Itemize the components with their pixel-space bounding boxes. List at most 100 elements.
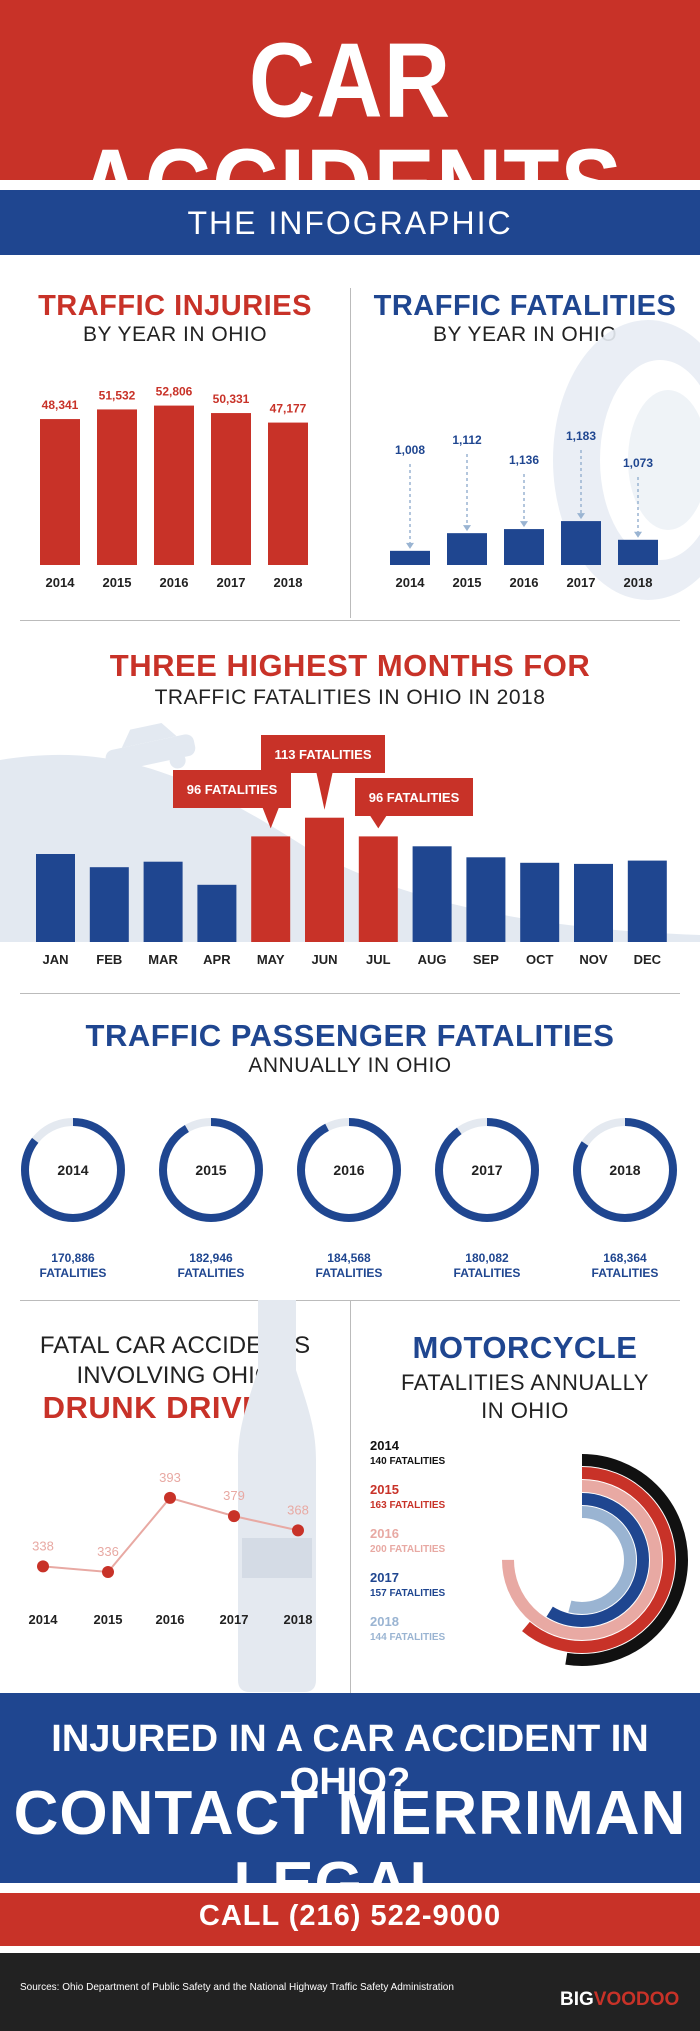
drunk-point [102,1566,114,1578]
fatalities-bar [618,539,658,565]
drunk-x-tick: 2017 [220,1612,249,1627]
passenger-ring [21,1118,125,1222]
months-bar [251,836,291,942]
months-x-tick: JUL [366,952,391,967]
drunk-point [228,1510,240,1523]
passenger-data-label: 180,082 [465,1251,509,1265]
fatalities-bar [504,529,544,565]
injuries-data-label: 50,331 [213,392,250,406]
passenger-title: TRAFFIC PASSENGER FATALITIES [85,1018,615,1053]
fatalities-data-label: 1,008 [395,443,425,457]
subtitle-band [0,190,700,255]
header-banner [0,0,700,180]
drunk-chart: 338 2014 336 2015 393 2016 379 2017 368 2018 [29,1300,316,1692]
moto-subtitle-2: IN OHIO [481,1398,569,1423]
fatalities-bar [561,521,601,565]
injuries-data-label: 48,341 [42,398,79,412]
injuries-bar [97,409,137,565]
fatalities-arrowhead [520,521,528,528]
passenger-ring-year: 2014 [57,1162,88,1178]
injuries-data-label: 47,177 [270,402,307,416]
injuries-title: TRAFFIC INJURIES [38,290,312,322]
passenger-data-label: 184,568 [327,1251,371,1265]
injuries-data-label: 51,532 [99,388,136,402]
fatalities-data-label: 1,112 [452,433,482,447]
injuries-bar [154,405,194,565]
moto-data-label: 163 FATALITIES [370,1500,446,1511]
drunk-data-label: 393 [159,1470,181,1485]
injuries-bar [268,422,308,565]
sources-band [0,1953,700,2031]
moto-chart: 2014 140 FATALITIES 2015 163 FATALITIES 2016… [370,1438,688,1666]
passenger-unit-label: FATALITIES [454,1266,521,1280]
months-x-tick: AUG [418,952,447,967]
injuries-subtitle: BY YEAR IN OHIO [82,323,268,346]
months-callout-pointer [262,808,279,829]
call-band [0,1893,700,1946]
sources-text: Sources: Ohio Department of Public Safet… [20,1982,454,1993]
months-x-tick: JUN [311,952,337,967]
call-text[interactable]: CALL (216) 522-9000 [198,1900,502,1932]
brand-logo: BIGVOODOO [560,1989,679,2011]
moto-radial-bar [489,1467,675,1653]
row1-divider [350,288,351,618]
moto-radial-bar [515,1493,649,1627]
fatalities-data-label: 1,073 [623,456,653,470]
drunk-point [164,1491,176,1504]
months-bar [36,854,75,942]
months-x-tick: OCT [526,952,554,967]
months-x-tick: MAY [257,952,285,967]
drunk-data-label: 338 [32,1538,54,1553]
passenger-unit-label: FATALITIES [316,1266,383,1280]
months-x-tick: FEB [96,952,122,967]
months-callout-label: 113 FATALITIES [274,747,371,762]
passenger-ring-year: 2015 [195,1162,226,1178]
fatalities-x-tick: 2017 [567,575,596,590]
months-callout-pointer [316,773,333,810]
brand-logo-part-a: BIG [560,1989,594,2010]
cta-question: INJURED IN A CAR ACCIDENT IN OHIO? [51,1718,649,1803]
fatalities-bar [447,533,487,565]
injuries-x-tick: 2015 [103,575,132,590]
moto-radial-bar [476,1454,688,1666]
fatalities-arrowhead [406,542,414,549]
divider-2 [20,993,680,994]
row4-divider [350,1300,351,1693]
drunk-title-2: INVOLVING OHIO [76,1362,274,1389]
moto-data-label: 200 FATALITIES [370,1544,446,1555]
months-bar [143,861,183,942]
fatalities-arrowhead [463,525,471,532]
months-x-tick: JAN [42,952,68,967]
passenger-data-label: 170,886 [51,1251,95,1265]
months-bar [520,862,560,942]
moto-year-label: 2016 [370,1526,399,1541]
drunk-data-label: 379 [223,1488,245,1503]
moto-data-label: 157 FATALITIES [370,1588,446,1599]
months-subtitle: TRAFFIC FATALITIES IN OHIO IN 2018 [154,686,546,709]
months-bar [305,817,344,942]
fatalities-data-label: 1,136 [509,453,539,467]
months-bar [89,867,129,942]
moto-year-label: 2017 [370,1570,399,1585]
drunk-data-label: 368 [287,1502,309,1517]
months-x-tick: NOV [579,952,608,967]
passenger-ring-year: 2017 [471,1162,502,1178]
drunk-x-tick: 2018 [284,1612,313,1627]
drunk-point [292,1524,304,1537]
passenger-ring [159,1118,263,1222]
moto-year-label: 2015 [370,1482,399,1497]
passenger-data-label: 182,946 [189,1251,233,1265]
passenger-unit-label: FATALITIES [592,1266,659,1280]
moto-data-label: 140 FATALITIES [370,1456,446,1467]
months-x-tick: DEC [634,952,662,967]
moto-radial-bar [528,1506,636,1614]
months-callout-box [261,735,385,773]
injuries-x-tick: 2014 [46,575,76,590]
fatalities-arrowhead [634,531,642,538]
fatalities-x-tick: 2014 [396,575,426,590]
injuries-chart: 48,341 2014 51,532 2015 52,806 2016 50,331 2017… [40,385,308,590]
drunk-x-tick: 2016 [156,1612,185,1627]
moto-subtitle-1: FATALITIES ANNUALLY [401,1370,649,1395]
months-x-tick: MAR [148,952,178,967]
